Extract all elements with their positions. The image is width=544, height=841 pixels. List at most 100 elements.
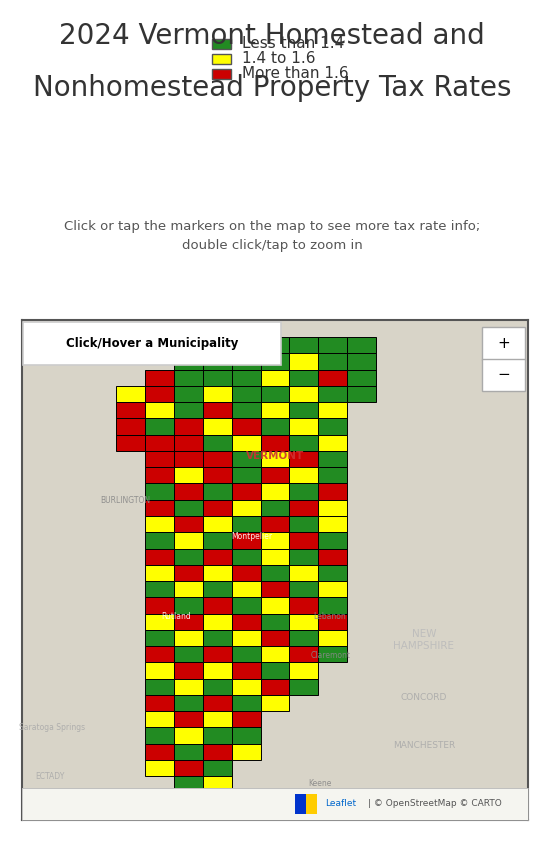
Bar [289, 468, 318, 484]
Bar [318, 597, 347, 614]
Bar [318, 646, 347, 663]
Bar [174, 614, 203, 630]
Bar [261, 484, 289, 500]
Bar [232, 337, 261, 353]
Bar [289, 451, 318, 468]
Bar [174, 451, 203, 468]
Bar [232, 500, 261, 516]
Bar [261, 597, 289, 614]
Bar [318, 532, 347, 548]
Bar [212, 54, 231, 64]
Bar [232, 548, 261, 565]
Bar [289, 353, 318, 370]
Bar [261, 402, 289, 419]
FancyBboxPatch shape [482, 327, 525, 360]
Bar [347, 386, 376, 402]
Bar [232, 386, 261, 402]
Bar [289, 630, 318, 646]
Bar [232, 402, 261, 419]
Bar [261, 679, 289, 695]
Bar [174, 565, 203, 581]
Bar [174, 711, 203, 727]
Bar [203, 630, 232, 646]
Bar [261, 630, 289, 646]
Text: Click/Hover a Municipality: Click/Hover a Municipality [66, 337, 238, 350]
Text: Nonhomestead Property Tax Rates: Nonhomestead Property Tax Rates [33, 74, 511, 102]
Bar [318, 484, 347, 500]
Bar [232, 711, 261, 727]
Bar [174, 646, 203, 663]
Bar [318, 419, 347, 435]
Bar [203, 419, 232, 435]
Bar [232, 743, 261, 760]
Bar [145, 435, 174, 451]
Bar [174, 353, 203, 370]
Bar [261, 419, 289, 435]
Bar [116, 402, 145, 419]
Bar [232, 727, 261, 743]
Bar [232, 468, 261, 484]
Bar [174, 386, 203, 402]
Bar [318, 581, 347, 597]
Bar [318, 337, 347, 353]
Bar [174, 500, 203, 516]
Bar [232, 532, 261, 548]
Bar [145, 663, 174, 679]
Bar [232, 630, 261, 646]
Text: Less than 1.4: Less than 1.4 [242, 36, 344, 51]
Bar [174, 630, 203, 646]
Bar [145, 743, 174, 760]
Bar [289, 370, 318, 386]
Bar [145, 711, 174, 727]
Bar [174, 402, 203, 419]
Bar [261, 663, 289, 679]
Bar [261, 565, 289, 581]
Bar [232, 679, 261, 695]
Text: Montpelier: Montpelier [231, 532, 273, 541]
Bar [232, 516, 261, 532]
Text: Claremont: Claremont [311, 651, 350, 660]
Bar [203, 776, 232, 792]
Bar [232, 484, 261, 500]
Text: +: + [497, 336, 510, 351]
Bar [347, 337, 376, 353]
Bar [289, 597, 318, 614]
Bar [318, 451, 347, 468]
Text: Saratoga Springs: Saratoga Springs [19, 723, 85, 732]
Bar [145, 370, 174, 386]
Bar [145, 516, 174, 532]
FancyBboxPatch shape [23, 322, 281, 365]
Bar [174, 435, 203, 451]
Text: Keene: Keene [308, 779, 332, 788]
Bar [318, 548, 347, 565]
Text: CONCORD: CONCORD [401, 693, 447, 702]
Text: ECTADY: ECTADY [35, 772, 64, 781]
Bar [261, 695, 289, 711]
Bar [145, 760, 174, 776]
Bar [203, 565, 232, 581]
Bar [174, 516, 203, 532]
Bar [289, 500, 318, 516]
Bar [174, 776, 203, 792]
Bar [203, 581, 232, 597]
Text: Lebanon: Lebanon [313, 611, 346, 621]
Bar [232, 663, 261, 679]
Bar [261, 516, 289, 532]
Bar [318, 370, 347, 386]
Bar [232, 646, 261, 663]
Bar [232, 451, 261, 468]
Bar [145, 451, 174, 468]
Bar [318, 468, 347, 484]
Bar [261, 386, 289, 402]
Bar [289, 484, 318, 500]
Bar [203, 370, 232, 386]
Bar [116, 419, 145, 435]
Bar [203, 548, 232, 565]
Bar [261, 451, 289, 468]
Bar [145, 597, 174, 614]
Bar [145, 581, 174, 597]
Bar [318, 565, 347, 581]
Bar [145, 532, 174, 548]
Text: BURLINGTON: BURLINGTON [101, 496, 151, 505]
Bar [289, 435, 318, 451]
